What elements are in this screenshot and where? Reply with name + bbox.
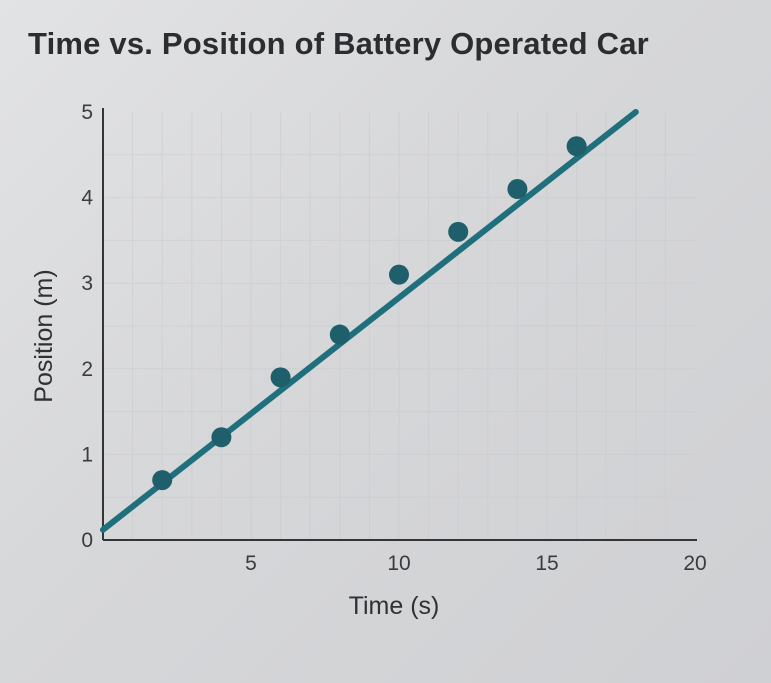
y-tick-label: 5 bbox=[81, 101, 93, 124]
chart-title: Time vs. Position of Battery Operated Ca… bbox=[28, 26, 649, 61]
x-axis-title: Time (s) bbox=[349, 592, 440, 620]
x-tick-label: 20 bbox=[683, 552, 706, 575]
grid bbox=[103, 112, 695, 540]
data-point bbox=[448, 221, 469, 242]
data-point bbox=[211, 427, 232, 448]
axes bbox=[102, 108, 697, 541]
data-point bbox=[270, 367, 291, 388]
x-tick-labels: 5 10 15 20 bbox=[245, 552, 707, 575]
y-tick-label: 4 bbox=[81, 187, 93, 210]
data-point bbox=[389, 264, 409, 285]
x-tick-label: 10 bbox=[387, 552, 410, 575]
y-tick-label: 1 bbox=[81, 443, 93, 466]
y-tick-label: 3 bbox=[81, 272, 93, 295]
y-tick-labels: 0 1 2 3 4 5 bbox=[81, 101, 93, 552]
y-tick-label: 2 bbox=[81, 358, 93, 381]
x-tick-label: 5 bbox=[245, 552, 257, 575]
data-point bbox=[566, 136, 587, 157]
y-axis-title: Position (m) bbox=[30, 269, 58, 402]
data-point bbox=[152, 470, 173, 491]
data-points bbox=[152, 136, 587, 491]
trend-line bbox=[100, 109, 639, 533]
y-tick-label: 0 bbox=[81, 529, 93, 552]
data-point bbox=[329, 324, 350, 345]
data-point bbox=[507, 179, 528, 200]
x-tick-label: 15 bbox=[535, 552, 558, 575]
